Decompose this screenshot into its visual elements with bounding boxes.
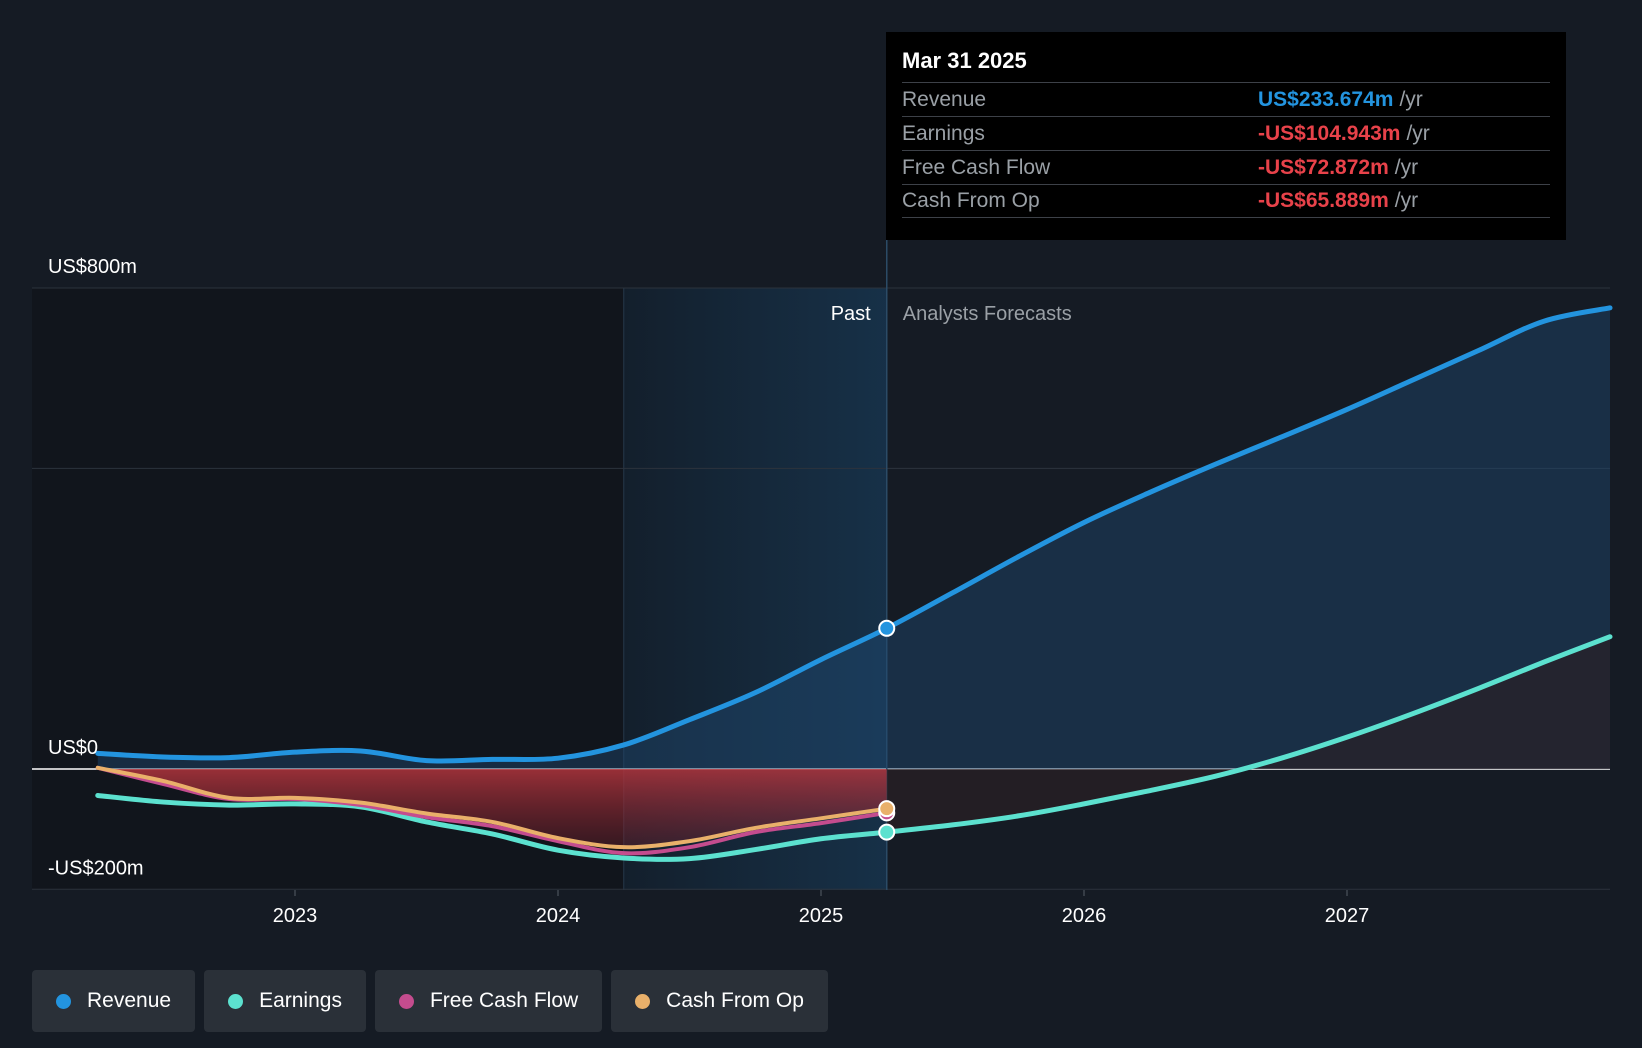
x-tick-label: 2026 xyxy=(1062,905,1107,927)
y-tick-label: -US$200m xyxy=(48,857,144,879)
legend-label: Revenue xyxy=(87,989,172,1012)
x-tick-label: 2025 xyxy=(799,905,844,927)
negative-past-area xyxy=(97,767,887,848)
legend-item-earnings[interactable]: Earnings xyxy=(204,970,366,1032)
revenue-area xyxy=(97,307,1610,769)
tooltip-value: -US$72.872m xyxy=(1258,155,1389,179)
tooltip-value: -US$104.943m xyxy=(1258,121,1401,145)
earnings-dot-icon xyxy=(228,993,244,1009)
legend-item-revenue[interactable]: Revenue xyxy=(32,970,196,1032)
tooltip-unit: /yr xyxy=(1406,121,1430,145)
x-tick-label: 2024 xyxy=(536,905,581,927)
tooltip-label: Cash From Op xyxy=(902,189,1040,212)
past-label: Past xyxy=(831,303,871,325)
chart-legend: Revenue Earnings Free Cash Flow Cash Fro… xyxy=(32,970,828,1032)
cash-from-op-line xyxy=(95,765,889,850)
tooltip-label: Free Cash Flow xyxy=(902,155,1051,179)
tooltip-date: Mar 31 2025 xyxy=(902,48,1027,73)
revenue-dot-icon xyxy=(56,993,71,1009)
tooltip-row-free-cash-flow: Free Cash Flow -US$72.872m /yr xyxy=(902,150,1550,184)
tooltip-row-revenue: Revenue US$233.674m /yr xyxy=(902,82,1550,116)
forecast-label: Analysts Forecasts xyxy=(903,303,1072,325)
tooltip-unit: /yr xyxy=(1394,155,1419,179)
legend-label: Free Cash Flow xyxy=(429,989,579,1012)
tooltip-label: Earnings xyxy=(902,121,985,145)
tooltip-unit: /yr xyxy=(1399,87,1423,111)
revenue-marker xyxy=(878,619,896,637)
cash-from-op-marker xyxy=(878,800,896,818)
legend-item-cash-from-op[interactable]: Cash From Op xyxy=(611,970,828,1032)
revenue-line xyxy=(95,305,1613,764)
y-tick-label: US$0 xyxy=(48,737,98,759)
earnings-marker xyxy=(878,823,896,841)
tooltip-panel: Mar 31 2025 Revenue US$233.674m /yr Earn… xyxy=(886,32,1566,240)
tooltip-value: -US$65.889m xyxy=(1258,189,1389,212)
free-cash-flow-dot-icon xyxy=(398,993,414,1009)
tooltip-unit: /yr xyxy=(1394,189,1419,212)
tooltip-row-earnings: Earnings -US$104.943m /yr xyxy=(902,116,1550,150)
legend-label: Earnings xyxy=(259,989,342,1012)
tooltip-value: US$233.674m xyxy=(1258,87,1394,111)
tooltip-row-cash-from-op: Cash From Op -US$65.889m /yr xyxy=(902,184,1550,218)
y-tick-label: US$800m xyxy=(48,256,137,278)
tooltip-label: Revenue xyxy=(902,87,987,111)
x-tick-label: 2023 xyxy=(273,905,318,927)
x-tick-label: 2027 xyxy=(1325,905,1370,927)
cash-from-op-dot-icon xyxy=(635,993,651,1009)
legend-item-free-cash-flow[interactable]: Free Cash Flow xyxy=(374,970,603,1032)
legend-label: Cash From Op xyxy=(666,989,804,1012)
earnings-forecast-area xyxy=(886,636,1610,833)
